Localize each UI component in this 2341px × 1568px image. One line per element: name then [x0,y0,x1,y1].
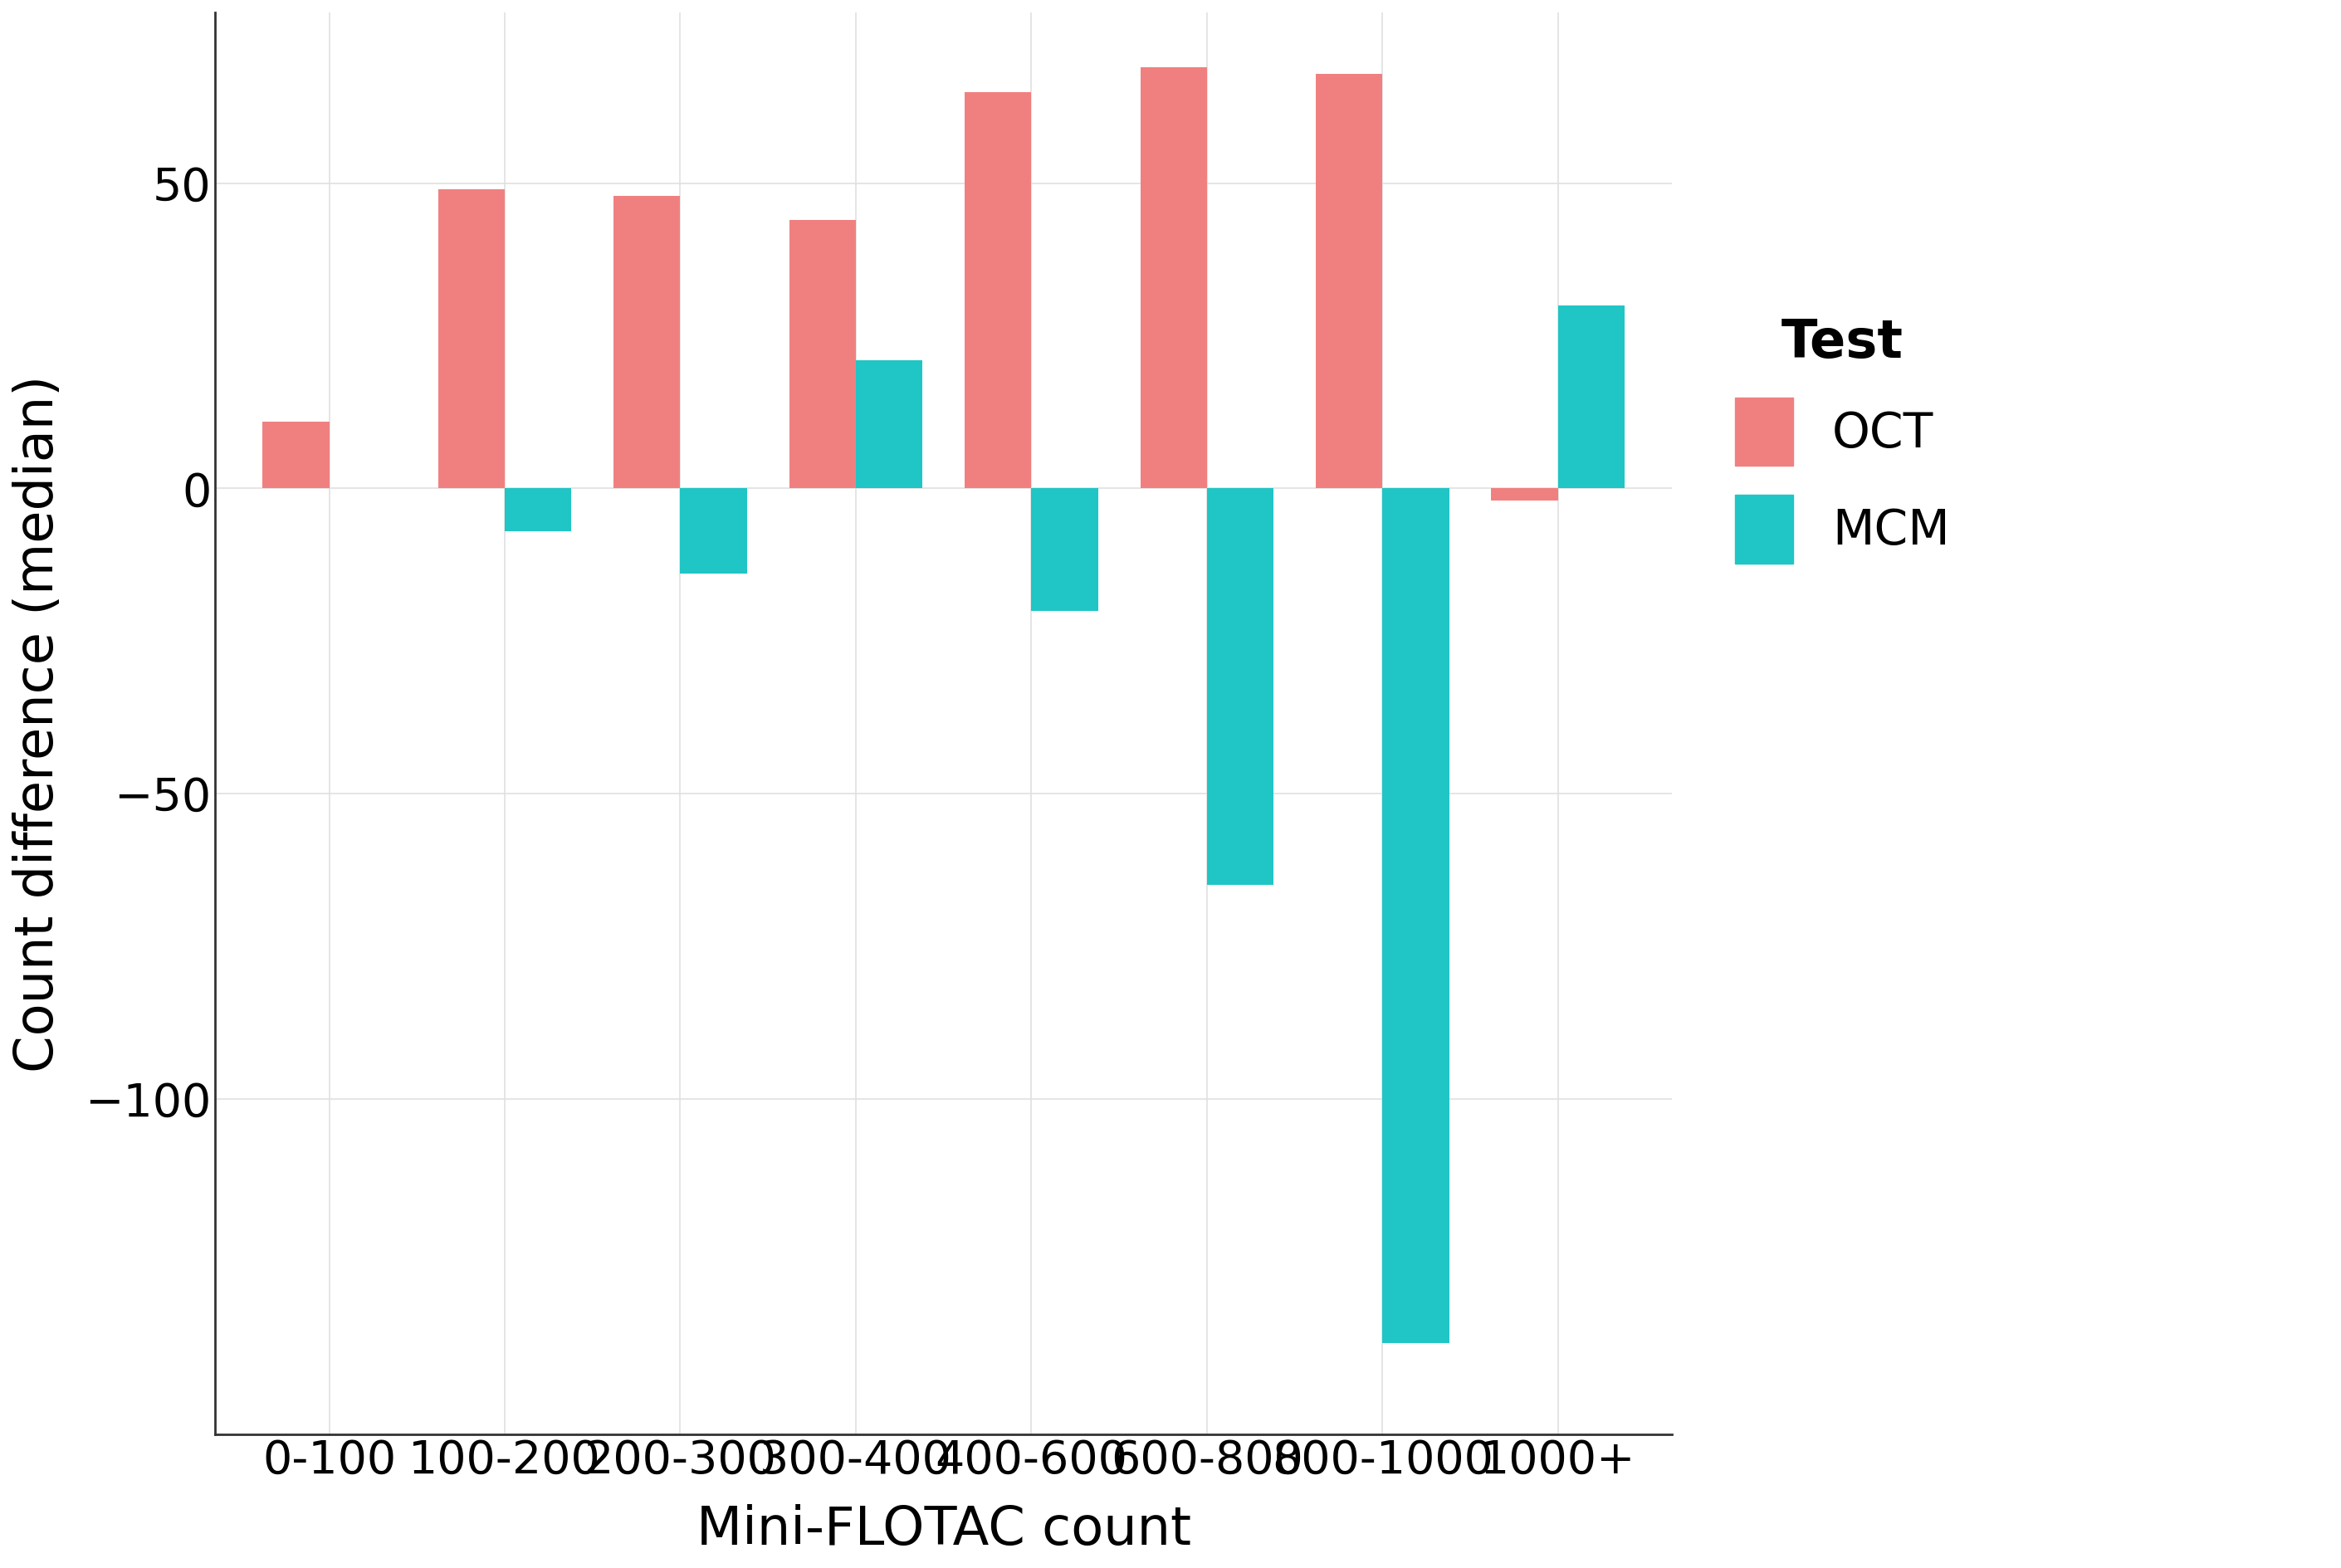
Bar [1032,489,1098,610]
Bar [1384,489,1449,1342]
Bar [681,489,747,574]
Bar [1559,306,1625,489]
Y-axis label: Count difference (median): Count difference (median) [12,375,63,1073]
Bar [1208,489,1274,886]
Bar [789,220,857,489]
Bar [1140,67,1208,489]
Bar [964,93,1032,489]
Bar [613,196,681,489]
Bar [262,422,330,489]
Bar [438,190,506,489]
Bar [857,361,922,489]
Legend: OCT, MCM: OCT, MCM [1711,293,1973,588]
Bar [1491,489,1559,500]
Bar [1316,74,1384,489]
X-axis label: Mini-FLOTAC count: Mini-FLOTAC count [695,1504,1192,1555]
Bar [506,489,571,532]
